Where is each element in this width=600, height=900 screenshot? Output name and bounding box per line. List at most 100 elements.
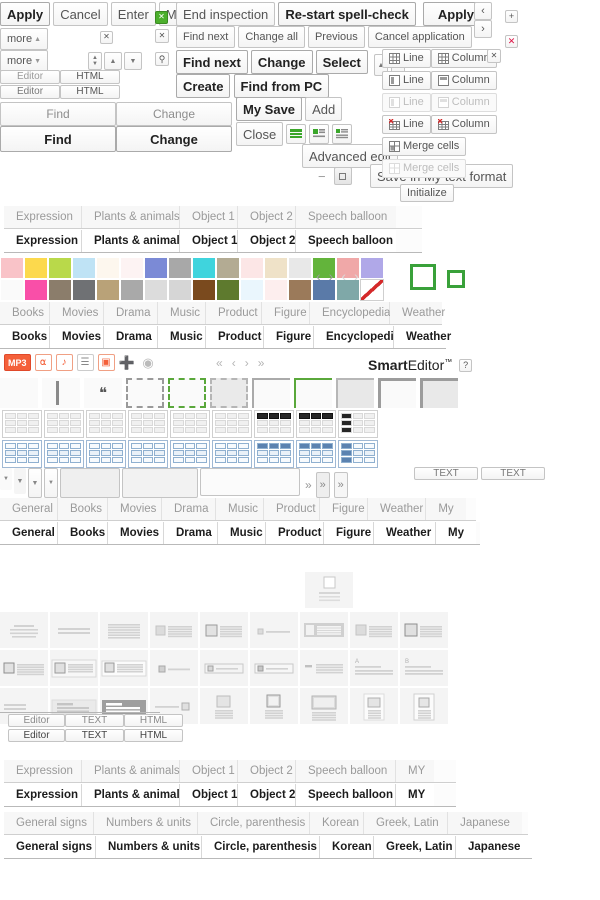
plus-icon[interactable]: ➕	[118, 354, 136, 371]
tab-speech-balloon-active-2[interactable]: Speech balloon	[296, 784, 396, 806]
layout-thumb-featured[interactable]	[305, 572, 353, 608]
tab-music-active-2[interactable]: Music	[218, 522, 266, 544]
delete-x-icon-red[interactable]: ✕	[505, 35, 518, 48]
color-swatch[interactable]	[144, 257, 168, 279]
tab-korean[interactable]: Korean	[310, 812, 364, 834]
layout-template-thumb[interactable]	[150, 650, 198, 686]
tab-speech-balloon-active[interactable]: Speech balloon	[296, 230, 396, 252]
color-swatch[interactable]	[72, 257, 96, 279]
layout-template-thumb[interactable]	[400, 688, 448, 724]
layout-template-thumb[interactable]	[250, 650, 298, 686]
tab-figure[interactable]: Figure	[262, 302, 310, 324]
apply-button[interactable]: Apply	[0, 2, 51, 26]
tab-general-signs[interactable]: General signs	[4, 812, 94, 834]
tab-general[interactable]: General	[0, 498, 58, 520]
color-swatch[interactable]	[96, 257, 120, 279]
pager-last-icon[interactable]: »	[257, 356, 265, 370]
tab-product-active[interactable]: Product	[206, 326, 264, 348]
excel-export-icon[interactable]: ✕	[155, 10, 168, 24]
layout-template-thumb[interactable]	[200, 612, 248, 648]
layout-template-thumb[interactable]	[300, 650, 348, 686]
pager-prev-icon[interactable]: ‹	[231, 356, 236, 370]
enter-button[interactable]: Enter	[110, 2, 156, 26]
tab-drama-2[interactable]: Drama	[162, 498, 216, 520]
color-swatch[interactable]	[96, 279, 120, 301]
mode-editor[interactable]: Editor	[8, 714, 65, 727]
color-swatch[interactable]	[168, 279, 192, 301]
palette-prev-icon[interactable]: ‹	[316, 268, 321, 284]
pager-next-button[interactable]: ›	[474, 20, 492, 38]
close-x-icon-3[interactable]: ✕	[487, 49, 501, 63]
layout-template-thumb[interactable]	[200, 650, 248, 686]
table-style-thumb[interactable]	[44, 410, 84, 438]
more-button-top[interactable]: more ▲	[0, 28, 48, 50]
table-style-thumb[interactable]	[86, 440, 126, 468]
color-swatch[interactable]	[336, 257, 360, 279]
color-swatch[interactable]	[48, 257, 72, 279]
text-input-large[interactable]	[200, 468, 300, 496]
dropdown-arrow-4[interactable]: ▼	[44, 468, 58, 498]
text-input-small[interactable]	[60, 468, 120, 498]
layout-template-thumb[interactable]: B	[400, 650, 448, 686]
dropdown-arrow-1[interactable]: ▼	[0, 468, 12, 490]
tab-product[interactable]: Product	[206, 302, 262, 324]
tab-general-signs-active[interactable]: General signs	[4, 836, 96, 858]
list-icon[interactable]: ☰	[76, 354, 94, 371]
table-style-thumb[interactable]	[2, 410, 42, 438]
table-style-thumb[interactable]	[254, 410, 294, 438]
cancel-application-button[interactable]: Cancel application	[367, 26, 472, 48]
change-all-button[interactable]: Change all	[238, 26, 305, 48]
tab-numbers-units-active[interactable]: Numbers & units	[96, 836, 202, 858]
close-x-icon[interactable]: ✕	[100, 30, 113, 44]
expand-icon-2[interactable]: »	[315, 472, 330, 498]
color-swatch[interactable]	[24, 279, 48, 301]
tab-editor[interactable]: Editor	[0, 70, 60, 84]
tab-movies-active[interactable]: Movies	[50, 326, 104, 348]
tab-html[interactable]: HTML	[60, 70, 120, 84]
close-button[interactable]: Close	[236, 122, 284, 146]
spinner-up-icon[interactable]: ▲	[104, 52, 122, 70]
tab-plants-animals-active-2[interactable]: Plants & animals	[82, 784, 186, 806]
tab-html-2[interactable]: HTML	[60, 85, 120, 99]
table-style-thumb[interactable]	[296, 440, 336, 468]
table-style-thumb[interactable]	[86, 410, 126, 438]
mode-html-active[interactable]: HTML	[124, 729, 183, 742]
tab-weather-active-2[interactable]: Weather	[374, 522, 436, 544]
tab-expression-active[interactable]: Expression	[4, 230, 82, 252]
layout-template-thumb[interactable]	[300, 688, 348, 724]
color-swatch[interactable]	[192, 257, 216, 279]
dropdown-arrow-3[interactable]: ▼	[28, 468, 42, 498]
headphone-icon[interactable]: ⍺	[34, 354, 52, 371]
find-from-pc-button[interactable]: Find from PC	[233, 74, 330, 98]
tab-circle-parenthesis[interactable]: Circle, parenthesis	[198, 812, 310, 834]
tab-my-active[interactable]: My	[436, 522, 476, 544]
layout-template-thumb[interactable]	[100, 650, 148, 686]
table-style-thumb[interactable]	[2, 440, 42, 468]
tab-object-1-active[interactable]: Object 1	[180, 230, 238, 252]
initialize-button[interactable]: Initialize	[400, 184, 454, 202]
align-image-left-icon-2[interactable]	[332, 124, 353, 144]
tab-music-active[interactable]: Music	[158, 326, 206, 348]
selected-color-box-large[interactable]	[410, 264, 436, 290]
delete-column-button[interactable]: Column	[430, 115, 497, 134]
dropdown-arrow-2[interactable]: ▼	[14, 468, 26, 494]
quote-style-corner-thick-gray[interactable]	[420, 378, 458, 408]
color-swatch[interactable]	[48, 279, 72, 301]
table-style-thumb[interactable]	[212, 440, 252, 468]
tab-encyclopedia-active[interactable]: Encyclopedia	[314, 326, 400, 348]
color-swatch[interactable]	[120, 257, 144, 279]
layout-template-thumb[interactable]	[0, 650, 48, 686]
tab-expression-2[interactable]: Expression	[4, 760, 82, 782]
merge-cells-button[interactable]: Merge cells	[382, 137, 467, 156]
tab-object-1-2[interactable]: Object 1	[180, 760, 238, 782]
layout-template-thumb[interactable]	[50, 650, 98, 686]
insert-line-button-2[interactable]: Line	[382, 71, 431, 90]
table-style-thumb[interactable]	[254, 440, 294, 468]
color-swatch[interactable]	[72, 279, 96, 301]
insert-column-button-2[interactable]: Column	[430, 71, 497, 90]
plus-icon-button[interactable]: +	[505, 10, 518, 23]
quote-style-corner-gray[interactable]	[336, 378, 374, 408]
color-swatch[interactable]	[240, 279, 264, 301]
color-swatch[interactable]	[312, 279, 336, 301]
tab-expression-active-2[interactable]: Expression	[4, 784, 82, 806]
